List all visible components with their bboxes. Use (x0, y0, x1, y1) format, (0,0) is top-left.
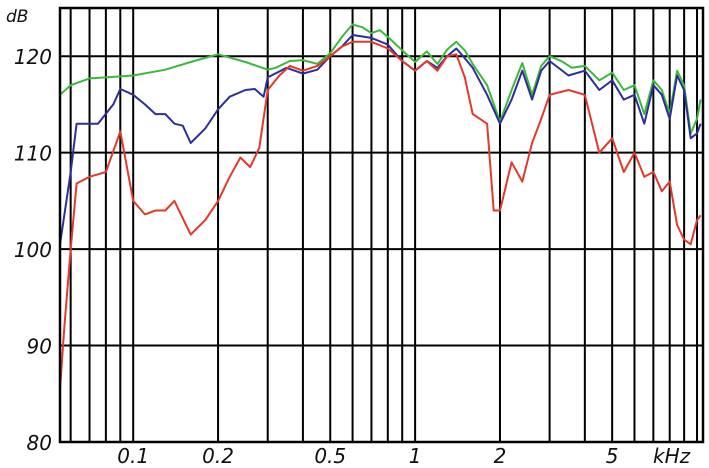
plot-border (58, 6, 705, 444)
grid (60, 8, 703, 443)
x-tick-label: 2 (494, 444, 507, 468)
x-tick-label: 0.2 (202, 444, 234, 468)
x-tick-label: 1 (409, 444, 422, 468)
x-axis-unit-label: kHz (653, 444, 691, 468)
series-line-2 (59, 34, 702, 245)
plot-frame (58, 6, 705, 444)
y-axis-unit-label: dB (6, 7, 28, 27)
y-tick-label: 80 (27, 431, 52, 455)
x-tick-label: 0.5 (314, 444, 346, 468)
axis-labels: dB kHz 80 90 100 110 120 0.1 0.2 0.5 1 2 5 (6, 7, 691, 468)
series-lines (59, 23, 702, 390)
y-tick-label: 110 (14, 142, 52, 166)
x-tick-label: 5 (606, 444, 619, 468)
series-line-1 (59, 23, 702, 135)
series-line-3 (59, 40, 702, 390)
y-tick-label: 120 (14, 45, 52, 69)
y-tick-label: 100 (14, 238, 52, 262)
y-tick-label: 90 (27, 335, 52, 359)
x-tick-label: 0.1 (117, 444, 149, 468)
